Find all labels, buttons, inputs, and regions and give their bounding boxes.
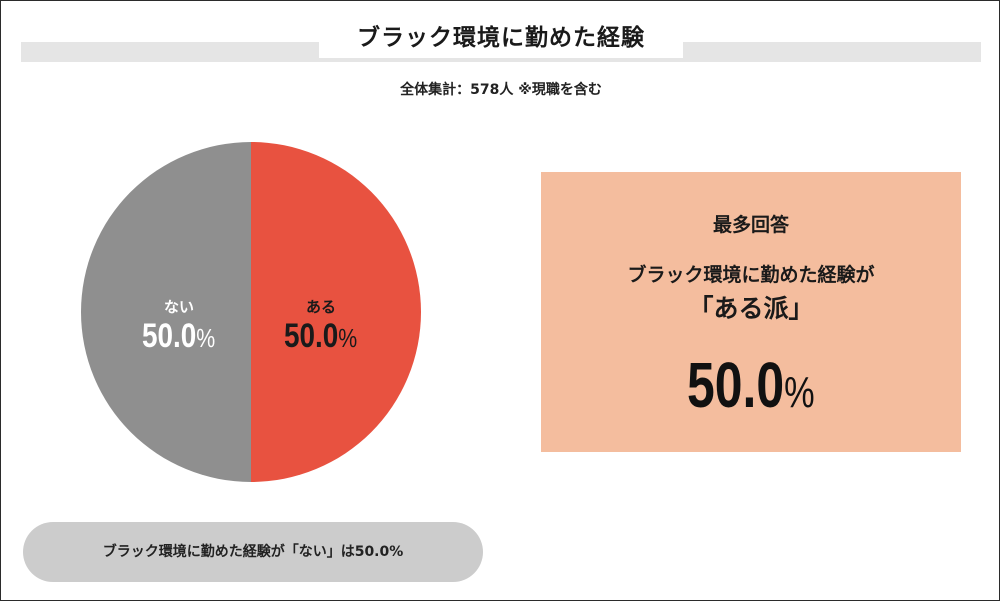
chart-title: ブラック環境に勤めた経験 xyxy=(319,18,683,58)
top-answer-box: 最多回答 ブラック環境に勤めた経験が 「ある派」 50.0% xyxy=(541,172,961,452)
pie-svg xyxy=(81,142,421,482)
pie-chart xyxy=(80,141,422,483)
top-answer-number-text: 50.0 xyxy=(687,349,785,421)
slice-category-nai: ない xyxy=(163,298,194,316)
top-answer-heading: 最多回答 xyxy=(712,214,789,236)
slice-percent-value-nai: 50.0 xyxy=(142,317,197,355)
slice-label-aru: ある 50.0% xyxy=(271,298,371,358)
pie-slice-aru xyxy=(251,142,421,482)
pie-slice-nai xyxy=(81,142,251,482)
slice-category-aru: ある xyxy=(305,298,336,316)
footnote-pill: ブラック環境に勤めた経験が「ない」は50.0% xyxy=(23,522,483,582)
top-answer-percent-sign: % xyxy=(784,368,815,417)
top-answer-choice: 「ある派」 xyxy=(688,294,814,323)
slice-percent-aru: 50.0% xyxy=(284,316,357,358)
slice-percent-nai: 50.0% xyxy=(142,316,215,358)
top-answer-number: 50.0% xyxy=(687,350,815,428)
top-answer-value: 50.0% xyxy=(541,350,961,428)
chart-subtitle: 全体集計：578人 ※現職を含む xyxy=(400,82,602,98)
top-answer-question: ブラック環境に勤めた経験が xyxy=(627,264,875,286)
slice-percent-sign-aru: % xyxy=(338,323,358,353)
slice-label-nai: ない 50.0% xyxy=(129,298,229,358)
slice-percent-value-aru: 50.0 xyxy=(284,317,339,355)
slice-percent-sign-nai: % xyxy=(196,323,216,353)
